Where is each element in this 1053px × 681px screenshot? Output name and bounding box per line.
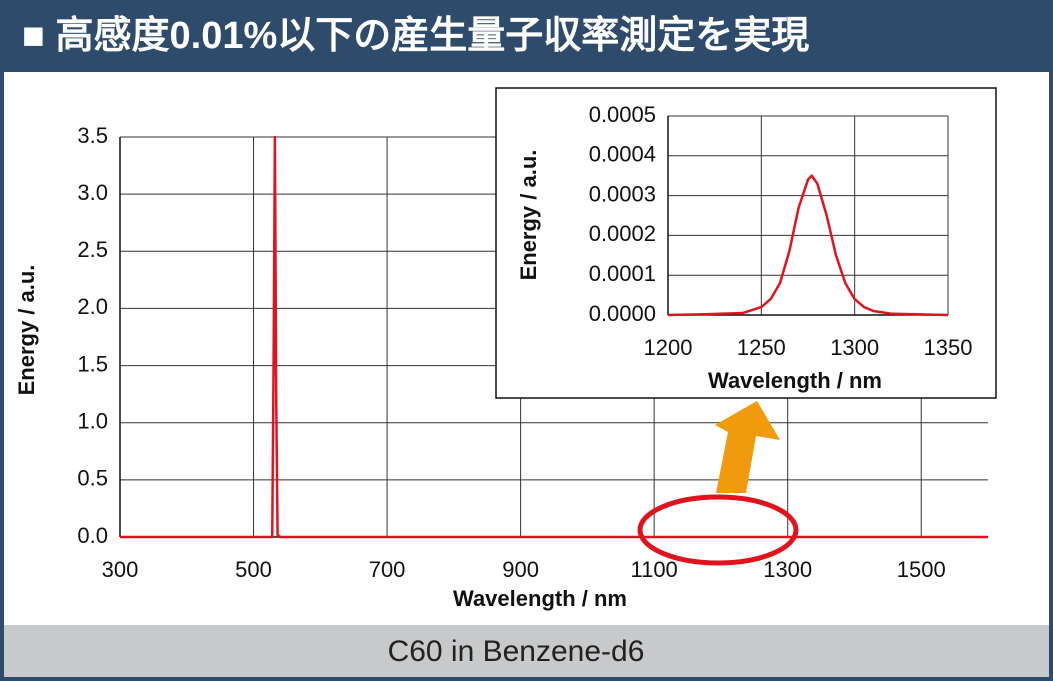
y-tick-label: 0.0000: [589, 301, 656, 326]
y-tick-label: 3.5: [77, 123, 108, 148]
y-tick-label: 1.5: [77, 351, 108, 376]
y-tick-label: 0.0004: [589, 142, 656, 167]
header-title: ■ 高感度0.01%以下の産生量子収率測定を実現: [22, 15, 809, 57]
x-tick-label: 1350: [924, 335, 973, 360]
data-line: [120, 135, 988, 539]
x-tick-label: 1300: [830, 335, 879, 360]
x-tick-label: 1250: [737, 335, 786, 360]
x-tick-label: 1500: [897, 557, 946, 582]
zoom-arrow: [715, 401, 780, 493]
y-tick-label: 0.0: [77, 523, 108, 548]
y-tick-label: 0.0005: [589, 102, 656, 127]
x-tick-label: 1300: [763, 557, 812, 582]
x-tick-label: 500: [235, 557, 272, 582]
x-axis-label: Wavelength / nm: [453, 586, 627, 611]
data-line: [667, 174, 949, 317]
inset-chart: 0.0000 0.0001 0.0002 0.0003 0.0004 0.0005 1200…: [516, 102, 973, 393]
footer-bar: [0, 625, 1053, 681]
y-axis-label: Energy / a.u.: [516, 150, 541, 281]
header-bar: [0, 0, 1053, 72]
footer-caption: C60 in Benzene-d6: [388, 635, 645, 668]
x-tick-label: 1100: [630, 557, 677, 582]
y-tick-label: 2.0: [77, 294, 108, 319]
y-tick-label: 2.5: [77, 237, 108, 262]
x-axis-label: Wavelength / nm: [708, 368, 882, 393]
highlight-ellipse: [637, 494, 799, 566]
y-tick-label: 0.0003: [589, 181, 656, 206]
inset-box: [495, 87, 997, 399]
y-axis-label: Energy / a.u.: [14, 265, 39, 396]
x-tick-label: 300: [102, 557, 139, 582]
x-tick-label: 700: [369, 557, 406, 582]
x-tick-label: 900: [502, 557, 539, 582]
y-tick-label: 0.5: [77, 466, 108, 491]
y-tick-label: 0.0001: [589, 261, 656, 286]
y-tick-label: 1.0: [77, 409, 108, 434]
x-tick-label: 1200: [644, 335, 693, 360]
y-tick-label: 0.0002: [589, 221, 656, 246]
y-tick-label: 3.0: [77, 180, 108, 205]
